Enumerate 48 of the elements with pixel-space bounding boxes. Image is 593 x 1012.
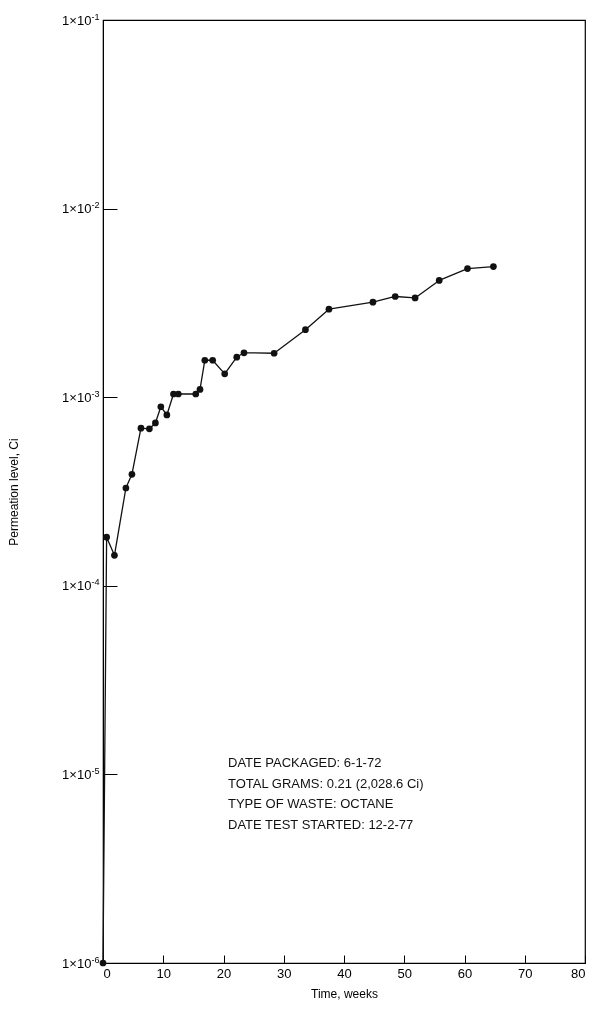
y-tick-label: 1×10$^{-1}$ <box>62 11 100 28</box>
y-tick-label: 1×10$^{-5}$ <box>62 765 100 782</box>
point <box>240 349 248 357</box>
x-tick-label: 60 <box>457 965 473 981</box>
point <box>464 265 471 272</box>
annotation: TYPE OF WASTE: OCTANE <box>228 796 394 812</box>
x-tick-label: 50 <box>397 965 412 981</box>
x-tick-label: 10 <box>156 965 171 981</box>
point <box>201 356 209 364</box>
point <box>99 959 107 967</box>
y-tick-label: 1×10$^{-2}$ <box>62 200 100 217</box>
x-tick-label: 80 <box>571 965 586 981</box>
point <box>157 403 165 411</box>
point <box>111 552 118 559</box>
point <box>209 356 217 364</box>
point <box>302 326 309 334</box>
point <box>192 390 200 398</box>
x-tick-label: 30 <box>277 965 292 981</box>
x-tick-label: 40 <box>337 965 352 981</box>
point <box>233 353 241 361</box>
point <box>435 277 443 284</box>
y-tick-label: 1×10$^{-3}$ <box>62 388 100 405</box>
point <box>146 425 153 433</box>
point <box>152 419 159 427</box>
y-tick-label: 1×10$^{-6}$ <box>62 954 100 971</box>
point <box>128 470 136 478</box>
point <box>369 298 377 306</box>
point <box>122 484 130 492</box>
x-tick-label: 70 <box>518 965 533 981</box>
annotation: DATE TEST STARTED: 12-2-77 <box>228 817 414 832</box>
point <box>411 294 419 302</box>
x-tick-label: 20 <box>216 965 232 981</box>
point <box>490 263 497 270</box>
x-tick-label: 0 <box>103 965 111 981</box>
point <box>174 390 182 398</box>
point <box>103 533 110 541</box>
point <box>325 305 333 313</box>
point <box>391 293 399 300</box>
y-tick-label: 1×10$^{-4}$ <box>62 577 100 594</box>
point <box>163 411 171 419</box>
point <box>196 386 204 393</box>
point <box>137 424 145 432</box>
x-axis-title: Time, weeks <box>311 986 378 1001</box>
point <box>221 370 229 378</box>
point <box>270 349 278 357</box>
annotation: DATE PACKAGED: 6-1-72 <box>228 755 382 770</box>
annotation: TOTAL GRAMS: 0.21 (2,028.6 Ci) <box>228 775 424 791</box>
y-axis-title: Permeation level, Ci <box>7 438 22 546</box>
